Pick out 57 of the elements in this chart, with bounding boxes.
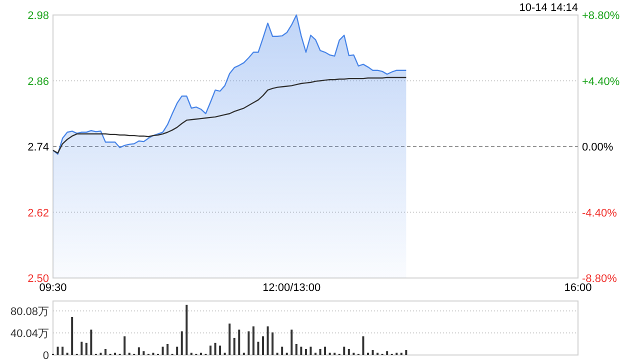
bar xyxy=(348,348,350,355)
bar xyxy=(272,332,274,355)
text: 10-14 14:14 xyxy=(519,2,578,14)
y2-tick-label: 0.00% xyxy=(582,142,614,154)
y-tick-label: 2.98 xyxy=(28,10,49,22)
y-tick-label: 80.08万 xyxy=(10,306,49,318)
bar xyxy=(324,346,326,355)
bar xyxy=(372,350,374,355)
y-tick-label: 40.04万 xyxy=(10,328,49,340)
y2-tick-label: -4.40% xyxy=(582,207,618,220)
bar xyxy=(266,326,269,355)
y-tick-label: 2.62 xyxy=(28,207,49,220)
bar xyxy=(62,346,64,355)
bar xyxy=(362,336,364,355)
bar xyxy=(162,346,164,355)
bar xyxy=(80,342,83,355)
bar xyxy=(319,348,322,355)
bar xyxy=(210,346,212,355)
bar xyxy=(295,344,298,355)
bar xyxy=(219,346,222,355)
x-tick-label: 12:00/13:00 xyxy=(262,282,321,294)
bar xyxy=(310,346,312,355)
bar xyxy=(166,344,169,355)
bar xyxy=(90,330,92,355)
bar xyxy=(281,346,284,355)
bar xyxy=(304,348,307,355)
bar xyxy=(104,348,106,355)
y-tick-label: 0 xyxy=(42,350,49,360)
bar xyxy=(214,342,216,355)
y-tick-label: 2.74 xyxy=(28,142,49,154)
bar xyxy=(238,330,240,355)
x-tick-label: 09:30 xyxy=(39,282,67,294)
y2-tick-label: +8.80% xyxy=(582,10,620,22)
y2-tick-label: +4.40% xyxy=(582,76,620,88)
x-tick-label: 16:00 xyxy=(564,282,592,294)
bar xyxy=(138,347,140,355)
bar xyxy=(290,330,293,355)
bar xyxy=(252,326,254,355)
bar xyxy=(71,316,74,355)
bar xyxy=(343,346,346,355)
bar xyxy=(228,324,231,355)
bar xyxy=(124,336,126,355)
bar xyxy=(56,346,59,355)
bar xyxy=(386,351,388,355)
bar xyxy=(142,351,145,355)
bar xyxy=(405,350,408,355)
bar xyxy=(180,331,183,355)
y-tick-label: 2.86 xyxy=(28,76,49,88)
bar xyxy=(186,304,188,355)
bar xyxy=(85,342,88,355)
bar xyxy=(248,331,250,355)
bar xyxy=(257,342,260,355)
bar xyxy=(262,336,264,355)
bar xyxy=(176,346,178,355)
bar xyxy=(300,346,302,355)
bar xyxy=(233,338,236,355)
line-series xyxy=(52,76,407,154)
